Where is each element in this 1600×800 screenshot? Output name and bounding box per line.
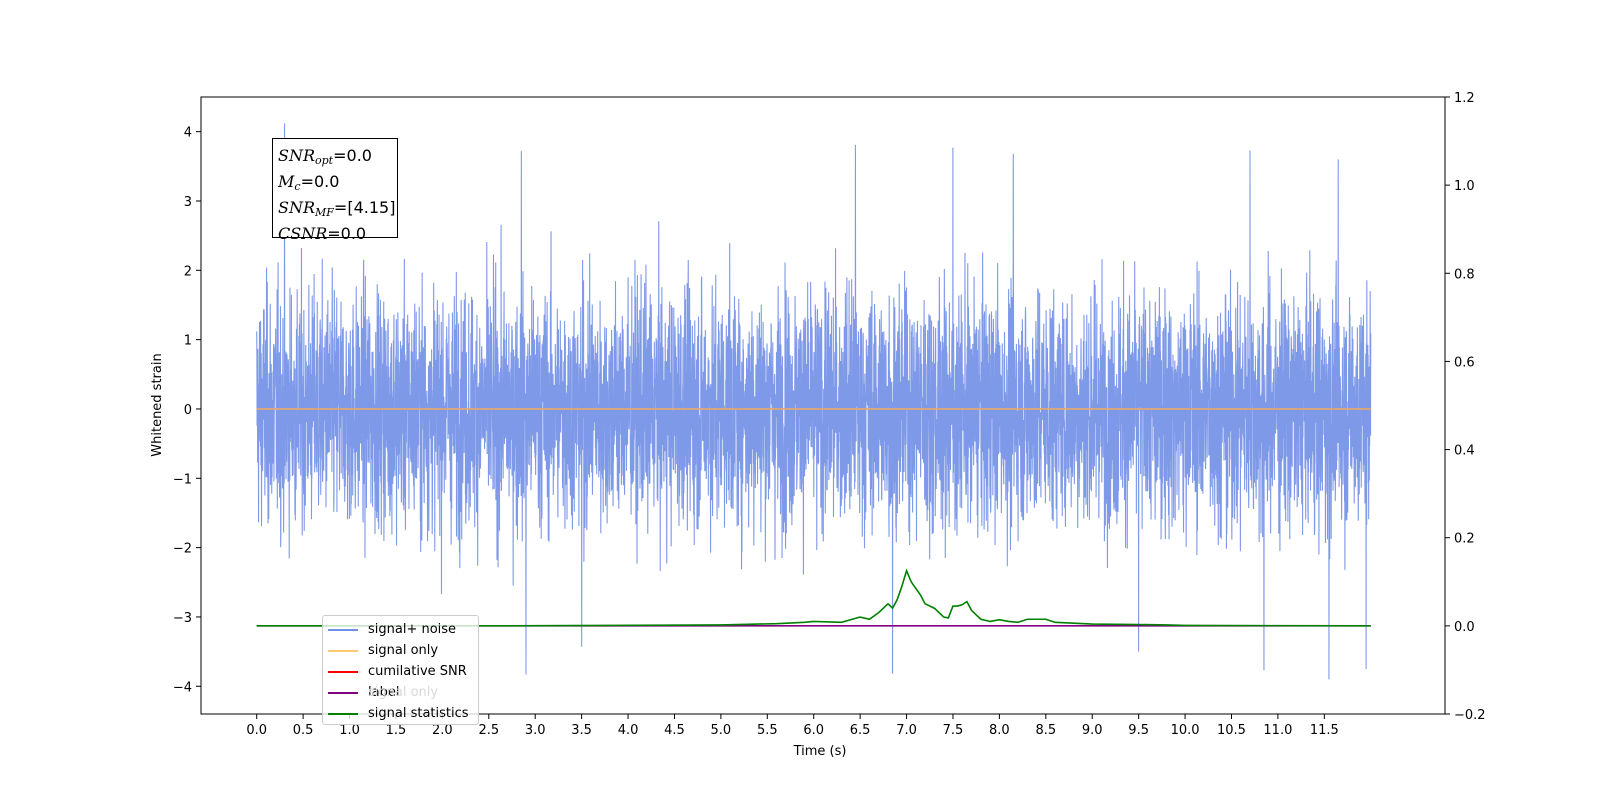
legend-swatch	[328, 628, 358, 631]
y2-tick-label: 0.6	[1454, 355, 1475, 370]
annotation-symbol: SNR	[278, 146, 316, 165]
annotation-value: =0.0	[327, 224, 367, 243]
y2-tick-label: −0.2	[1454, 708, 1486, 723]
x-tick-label: 0.5	[293, 723, 314, 738]
y-tick-label: 1	[184, 334, 192, 349]
legend-item-signal-statistics: signal statistics	[323, 703, 478, 724]
x-tick-label: 4.0	[618, 723, 639, 738]
annotation-snr-opt: SNRopt=0.0	[278, 145, 392, 171]
legend-swatch	[328, 712, 358, 715]
annotation-symbol: SNR	[278, 198, 316, 217]
legend-label: label	[368, 685, 400, 700]
y-tick-label: −3	[173, 611, 192, 626]
snr-annotation-box: SNRopt=0.0 Mc=0.0 SNRMF=[4.15] CSNR=0.0	[272, 138, 398, 243]
annotation-mc: Mc=0.0	[278, 171, 392, 197]
x-tick-label: 9.0	[1082, 723, 1103, 738]
x-tick-label: 11.5	[1310, 723, 1339, 738]
y-axis-label: Whitened strain	[150, 353, 165, 456]
x-tick-label: 7.0	[896, 723, 917, 738]
y-tick-label: 0	[184, 403, 192, 418]
x-tick-label: 5.0	[711, 723, 732, 738]
x-tick-label: 6.5	[850, 723, 871, 738]
y-tick-label: −2	[173, 542, 192, 557]
annotation-value: =0.0	[333, 146, 372, 165]
x-tick-label: 10.0	[1171, 723, 1200, 738]
y2-tick-label: 0.2	[1454, 532, 1475, 547]
annotation-symbol: CSNR	[278, 224, 328, 243]
x-tick-label: 1.0	[339, 723, 360, 738]
legend-item-cumulative-snr: cumilative SNR	[323, 661, 478, 682]
x-tick-label: 4.5	[664, 723, 685, 738]
legend-item-signal-noise: signal+ noise	[323, 619, 478, 640]
x-tick-label: 2.5	[478, 723, 499, 738]
x-tick-label: 8.5	[1035, 723, 1056, 738]
legend-swatch	[328, 691, 358, 694]
annotation-value: =0.0	[300, 172, 340, 191]
y2-tick-label: 1.2	[1454, 91, 1475, 106]
signal-noise-series	[256, 123, 1372, 680]
plot-frame	[200, 96, 1446, 715]
x-tick-label: 3.5	[571, 723, 592, 738]
x-tick-label: 10.5	[1217, 723, 1246, 738]
x-tick-label: 3.0	[525, 723, 546, 738]
legend-label: cumilative SNR	[368, 664, 467, 679]
y2-tick-label: 0.8	[1454, 267, 1475, 282]
x-tick-label: 9.5	[1128, 723, 1149, 738]
x-axis: 0.0 0.5 1.0 1.5 2.0 2.5 3.0 3.5 4.0 4.5 5.0 5.5 6.0 6…	[246, 714, 1339, 738]
x-tick-label: 5.5	[757, 723, 778, 738]
y-tick-label: 4	[184, 126, 192, 141]
annotation-value: =[4.15]	[333, 198, 396, 217]
x-tick-label: 2.0	[432, 723, 453, 738]
legend-label: signal statistics	[368, 706, 469, 721]
annotation-subscript: opt	[315, 154, 334, 167]
legend-swatch	[328, 649, 358, 652]
signal-noise-line	[256, 123, 1372, 680]
y-tick-label: 2	[184, 264, 192, 279]
x-axis-label: Time (s)	[793, 744, 847, 759]
x-tick-label: 7.5	[943, 723, 964, 738]
x-tick-label: 1.5	[386, 723, 407, 738]
x-tick-label: 0.0	[246, 723, 267, 738]
y2-tick-label: 1.0	[1454, 179, 1475, 194]
legend-item-signal-only: signal only	[323, 640, 478, 661]
legend-label: signal only	[368, 643, 439, 658]
y-tick-label: −1	[173, 472, 192, 487]
legend-item-label: label signal only	[323, 682, 478, 703]
signal-statistics-line	[256, 568, 1371, 627]
y-tick-label: 3	[184, 195, 192, 210]
x-tick-label: 11.0	[1263, 723, 1292, 738]
annotation-snr-mf: SNRMF=[4.15]	[278, 197, 395, 223]
x-tick-label: 6.0	[803, 723, 824, 738]
annotation-subscript: c	[294, 180, 301, 193]
x-tick-label: 8.0	[989, 723, 1010, 738]
annotation-subscript: MF	[315, 206, 334, 219]
legend-label: signal+ noise	[368, 622, 457, 637]
y-axis-right: 1.2 1.0 0.8 0.6 0.4 0.2 0.0 −0.2	[1445, 91, 1486, 723]
ghost-legend-text: signal only	[368, 685, 439, 700]
chart-legend: signal+ noise signal only cumilative SNR…	[322, 615, 479, 725]
legend-swatch	[328, 670, 358, 673]
y-axis-left: 4 3 2 1 0 −1 −2 −3 −4	[173, 126, 201, 695]
annotation-csnr: CSNR=0.0	[278, 223, 392, 244]
y2-tick-label: 0.0	[1454, 620, 1475, 635]
y2-tick-label: 0.4	[1454, 444, 1475, 459]
y-tick-label: −4	[173, 680, 192, 695]
annotation-symbol: M	[278, 172, 295, 191]
